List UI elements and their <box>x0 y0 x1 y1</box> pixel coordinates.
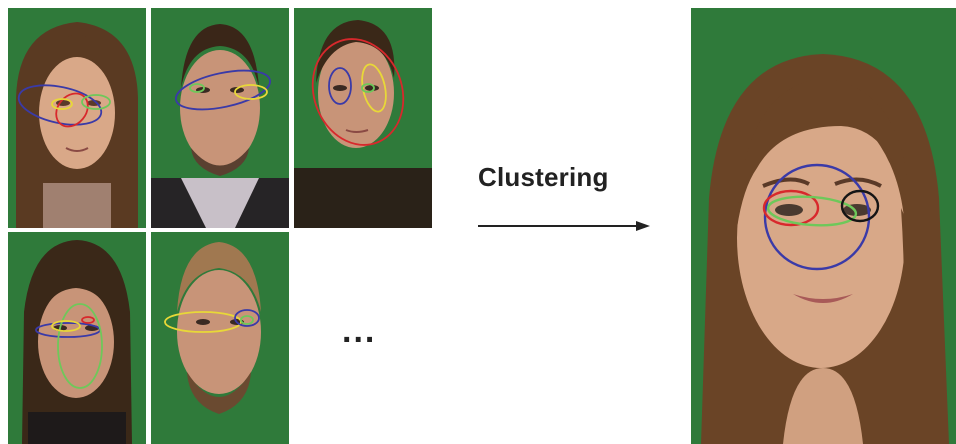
clustering-label: Clustering <box>478 162 609 192</box>
face-thumbnail-2 <box>151 8 289 228</box>
face-thumbnail-3 <box>294 8 432 228</box>
more-faces-ellipsis: ... <box>342 312 377 350</box>
flow-arrow <box>478 221 650 231</box>
face-thumbnail-4 <box>8 232 146 444</box>
face-thumbnail-1 <box>8 8 146 228</box>
face-thumbnail-5 <box>151 232 289 444</box>
result-face <box>691 8 956 444</box>
